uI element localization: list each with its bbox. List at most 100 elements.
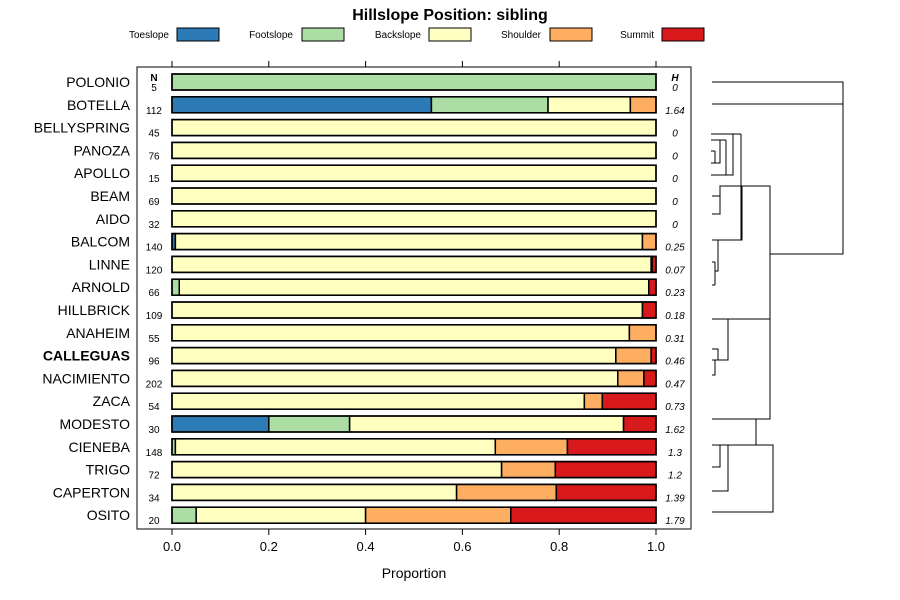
- bar-outline-panoza: [171, 141, 657, 160]
- n-value-bellyspring: 45: [148, 129, 160, 140]
- h-value-linne: 0.07: [665, 265, 685, 276]
- row-label-beam: BEAM: [90, 188, 130, 204]
- row-label-apollo: APOLLO: [74, 165, 130, 181]
- bar-segment-modesto-summit: [622, 415, 657, 433]
- row-label-polonio: POLONIO: [66, 74, 130, 90]
- x-tick-label-5: 1.0: [647, 539, 665, 554]
- bar-segment-nacimiento-backslope: [171, 369, 619, 388]
- bar-segment-botella-backslope: [547, 96, 632, 114]
- x-tick-label-1: 0.2: [260, 539, 278, 554]
- bar-segment-zaca-summit: [601, 392, 657, 410]
- bar-outline-polonio: [171, 73, 657, 91]
- x-axis-label: Proportion: [382, 565, 447, 581]
- dendrogram-branch-21: [715, 319, 729, 361]
- bar-segment-arnold-footslope: [171, 278, 181, 296]
- bar-segment-hillbrick-summit: [641, 301, 657, 319]
- bar-segment-hillbrick-backslope: [171, 301, 644, 319]
- bar-segment-osito-summit: [510, 506, 657, 524]
- n-value-osito: 20: [148, 516, 160, 527]
- chart-title: Hillslope Position: sibling: [352, 7, 548, 24]
- bar-outline-zaca: [171, 392, 657, 410]
- legend-swatch-backslope: [428, 27, 472, 42]
- h-value-osito: 1.79: [665, 516, 685, 527]
- n-value-panoza: 76: [148, 151, 160, 162]
- dendrogram-branch-26: [712, 444, 756, 492]
- bar-outline-osito: [171, 506, 657, 524]
- bar-segment-cieneba-shoulder: [494, 438, 569, 456]
- legend-swatch-toeslope: [176, 27, 220, 42]
- bar-segment-balcom-backslope: [174, 232, 644, 251]
- h-value-botella: 1.64: [665, 106, 685, 117]
- row-label-panoza: PANOZA: [73, 142, 130, 158]
- bar-segment-zaca-backslope: [171, 392, 586, 410]
- row-label-bellyspring: BELLYSPRING: [34, 120, 130, 136]
- h-value-cieneba: 1.3: [668, 448, 682, 459]
- bar-outline-apollo: [171, 164, 657, 182]
- n-value-cieneba: 148: [146, 448, 163, 459]
- legend: Toeslope Footslope Backslope Shoulder Summit: [129, 27, 705, 42]
- h-value-nacimiento: 0.47: [665, 379, 685, 390]
- bar-segment-botella-shoulder: [629, 96, 657, 114]
- legend-swatch-shoulder: [549, 27, 593, 42]
- bar-segment-anaheim-shoulder: [628, 324, 657, 342]
- h-value-anaheim: 0.31: [665, 334, 684, 345]
- bar-segment-anaheim-backslope: [171, 324, 631, 342]
- bar-outline-calleguas: [171, 346, 657, 365]
- bar-outline-aido: [171, 210, 657, 228]
- legend-label-backslope: Backslope: [375, 30, 422, 41]
- bar-segment-balcom-shoulder: [641, 232, 657, 251]
- n-value-botella: 112: [146, 106, 162, 117]
- n-value-caperton: 34: [148, 493, 160, 504]
- h-value-calleguas: 0.46: [665, 357, 685, 368]
- bars: POLONIO 5 0 BOTELLA 112 1.64 BELLYSPRING 45 0 PAN…: [34, 73, 685, 527]
- bar-outline-anaheim: [171, 324, 657, 342]
- row-label-calleguas: CALLEGUAS: [43, 348, 130, 364]
- legend-label-summit: Summit: [620, 30, 654, 41]
- legend-label-shoulder: Shoulder: [501, 30, 542, 41]
- dendrogram-branch-30: [712, 444, 774, 513]
- h-value-modesto: 1.62: [665, 425, 685, 436]
- h-value-caperton: 1.39: [665, 493, 685, 504]
- row-label-arnold: ARNOLD: [72, 279, 130, 295]
- n-value-modesto: 30: [148, 425, 160, 436]
- bar-segment-apollo-backslope: [171, 164, 657, 182]
- h-value-zaca: 0.73: [665, 402, 685, 413]
- row-label-botella: BOTELLA: [67, 97, 131, 113]
- h-value-panoza: 0: [672, 151, 678, 162]
- legend-label-footslope: Footslope: [249, 30, 293, 41]
- row-label-balcom: BALCOM: [71, 234, 130, 250]
- row-label-nacimiento: NACIMIENTO: [42, 370, 130, 386]
- bar-segment-bellyspring-backslope: [171, 118, 657, 137]
- row-label-osito: OSITO: [87, 507, 130, 523]
- bar-segment-beam-backslope: [171, 187, 657, 205]
- bar-segment-trigo-summit: [554, 460, 657, 479]
- bar-segment-aido-backslope: [171, 210, 657, 228]
- h-value-beam: 0: [672, 197, 678, 208]
- x-axis: 0.0 0.2 0.4 0.6 0.8 1.0: [163, 61, 665, 554]
- row-label-hillbrick: HILLBRICK: [58, 302, 131, 318]
- dendrogram-branch-5: [715, 139, 726, 164]
- n-value-arnold: 66: [148, 288, 160, 299]
- bar-segment-nacimiento-summit: [643, 369, 657, 388]
- dendrogram-branch-19: [728, 319, 771, 446]
- legend-label-toeslope: Toeslope: [129, 30, 169, 41]
- n-value-calleguas: 96: [148, 357, 160, 368]
- row-label-modesto: MODESTO: [59, 416, 130, 432]
- h-column-header: H: [671, 73, 679, 84]
- bar-segment-modesto-toeslope: [171, 415, 270, 433]
- dendrogram-branch-1: [741, 185, 771, 319]
- bar-segment-panoza-backslope: [171, 141, 657, 160]
- h-value-polonio: 0: [672, 83, 678, 94]
- bar-outline-trigo: [171, 460, 657, 479]
- n-value-polonio: 5: [151, 83, 157, 94]
- dendrogram-branch-3: [726, 133, 741, 176]
- dendrogram-branch-17: [712, 185, 742, 215]
- bar-outline-modesto: [171, 415, 657, 433]
- bar-segment-osito-shoulder: [364, 506, 512, 524]
- legend-swatch-footslope: [301, 27, 345, 42]
- x-tick-label-2: 0.4: [357, 539, 375, 554]
- n-value-zaca: 54: [148, 402, 160, 413]
- bar-segment-arnold-backslope: [178, 278, 650, 296]
- h-value-bellyspring: 0: [672, 129, 678, 140]
- row-label-caperton: CAPERTON: [53, 484, 130, 500]
